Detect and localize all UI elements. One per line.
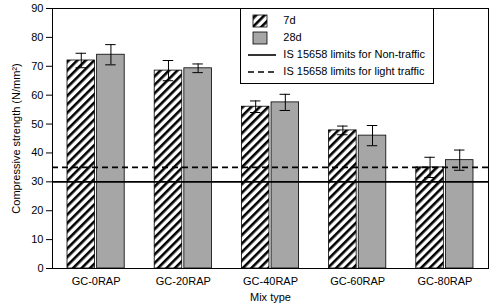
svg-text:70: 70: [31, 60, 43, 72]
html-text:IS 15658 limits for light traf: IS 15658 limits for light traffic: [283, 65, 425, 77]
svg-text:20: 20: [31, 204, 43, 216]
svg-text:60: 60: [31, 89, 43, 101]
html-text:IS 15658 limits for Non-traffi: IS 15658 limits for Non-traffic: [283, 48, 425, 60]
svg-text:Compressive strength (N/mm²): Compressive strength (N/mm²): [10, 63, 22, 213]
svg-text:80: 80: [31, 31, 43, 43]
html-text:28d: 28d: [283, 31, 302, 43]
svg-text:90: 90: [31, 2, 43, 14]
svg-text:30: 30: [31, 175, 43, 187]
svg-text:40: 40: [31, 146, 43, 158]
svg-text:GC-40RAP: GC-40RAP: [243, 275, 298, 287]
svg-text:GC-80RAP: GC-80RAP: [417, 275, 472, 287]
svg-text:GC-20RAP: GC-20RAP: [156, 275, 211, 287]
svg-text:GC-0RAP: GC-0RAP: [72, 275, 121, 287]
svg-text:10: 10: [31, 233, 43, 245]
svg-text:GC-60RAP: GC-60RAP: [330, 275, 385, 287]
svg-text:50: 50: [31, 118, 43, 130]
svg-text:Mix type: Mix type: [250, 291, 291, 303]
html-text:7d: 7d: [283, 14, 296, 26]
svg-text:0: 0: [37, 262, 43, 274]
